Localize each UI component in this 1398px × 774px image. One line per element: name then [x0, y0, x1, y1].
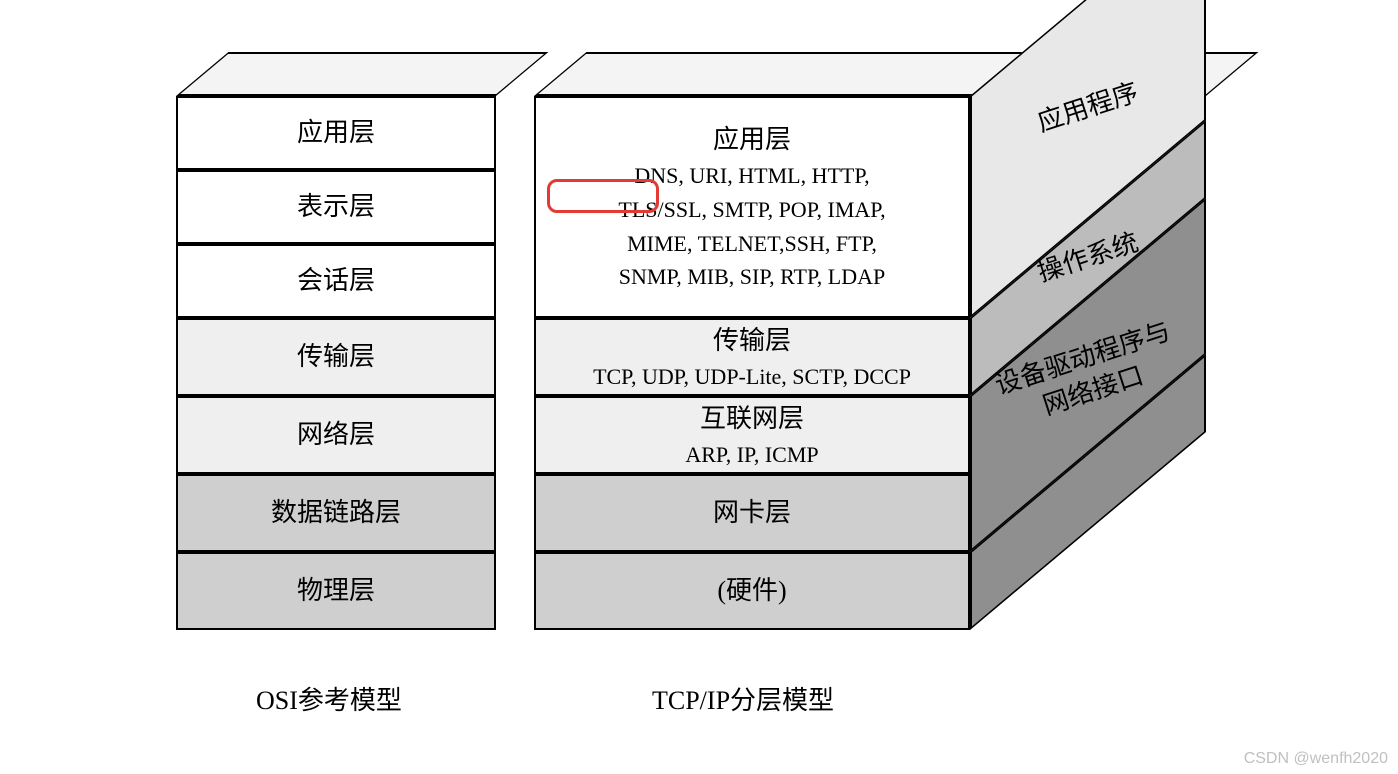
osi-layer-datalink-label: 数据链路层 [271, 495, 401, 530]
osi-layer-pres: 表示层 [176, 170, 496, 244]
osi-layer-pres-label: 表示层 [297, 189, 375, 224]
tcpip-layer-inet-title: 互联网层 [700, 401, 804, 436]
tcpip-layer-trans-title: 传输层 [713, 323, 791, 358]
tcpip-layer-trans-protocols: TCP, UDP, UDP-Lite, SCTP, DCCP [593, 362, 911, 392]
tcpip-layer-app-protocols: TLS/SSL, SMTP, POP, IMAP, [618, 195, 885, 225]
tcpip-layer-hw-title: (硬件) [717, 573, 786, 608]
osi-layer-app-label: 应用层 [297, 115, 375, 150]
osi-layer-phys: 物理层 [176, 552, 496, 630]
osi-layer-trans: 传输层 [176, 318, 496, 396]
tcpip-caption: TCP/IP分层模型 [652, 680, 834, 717]
osi-layer-net: 网络层 [176, 396, 496, 474]
watermark-text: CSDN @wenfh2020 [1244, 750, 1388, 768]
tcpip-layer-app-title: 应用层 [713, 122, 791, 157]
osi-layer-sess: 会话层 [176, 244, 496, 318]
osi-layer-net-label: 网络层 [297, 417, 375, 452]
osi-caption: OSI参考模型 [256, 680, 402, 717]
osi-top-face [176, 52, 548, 96]
osi-layer-phys-label: 物理层 [297, 573, 375, 608]
tcpip-layer-nic: 网卡层 [534, 474, 970, 552]
tcpip-layer-hw: (硬件) [534, 552, 970, 630]
tcpip-layer-inet-protocols: ARP, IP, ICMP [685, 440, 818, 470]
osi-layer-datalink: 数据链路层 [176, 474, 496, 552]
annotation-app-label: 应用程序 [1033, 76, 1142, 140]
tcpip-layer-trans: 传输层 TCP, UDP, UDP-Lite, SCTP, DCCP [534, 318, 970, 396]
tcpip-layer-app-protocols: SNMP, MIB, SIP, RTP, LDAP [619, 262, 885, 292]
osi-layer-sess-label: 会话层 [297, 263, 375, 298]
tcpip-layer-nic-title: 网卡层 [713, 495, 791, 530]
osi-layer-app: 应用层 [176, 96, 496, 170]
tcpip-layer-app-protocols: MIME, TELNET,SSH, FTP, [627, 229, 877, 259]
tcpip-layer-app-protocols: DNS, URI, HTML, HTTP, [634, 161, 869, 191]
diagram-root: 应用层表示层会话层传输层网络层数据链路层物理层 应用层 DNS, URI, HTM… [0, 0, 1398, 774]
osi-layer-trans-label: 传输层 [297, 339, 375, 374]
tcpip-layer-app: 应用层 DNS, URI, HTML, HTTP, TLS/SSL, SMTP, P… [534, 96, 970, 318]
tcpip-layer-inet: 互联网层 ARP, IP, ICMP [534, 396, 970, 474]
